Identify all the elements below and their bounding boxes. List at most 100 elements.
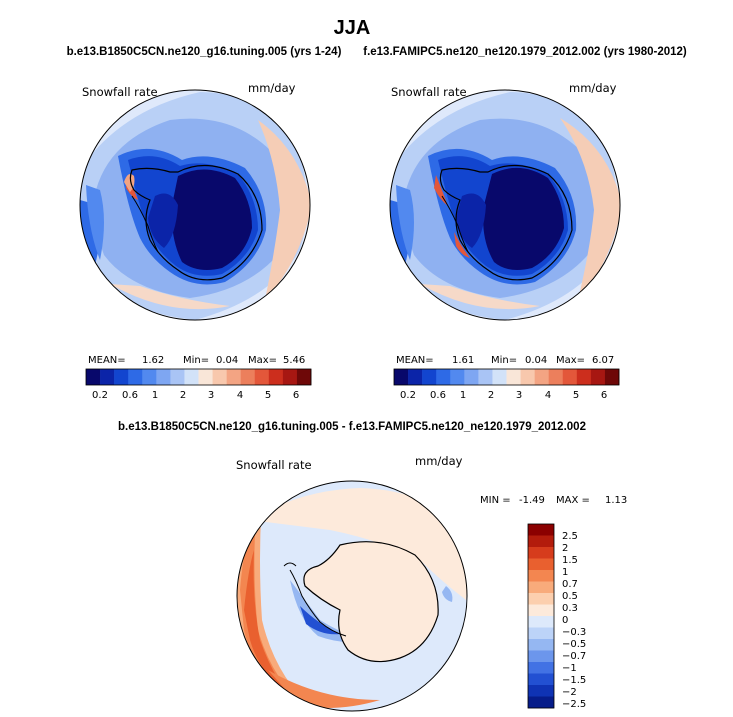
panel-test-tick: 5	[265, 390, 271, 401]
colorbar-swatch	[528, 639, 554, 651]
colorbar-swatch	[562, 369, 578, 385]
panel-difference-coastline	[303, 541, 439, 663]
colorbar-swatch	[528, 524, 554, 536]
colorbar-swatch	[604, 369, 620, 385]
panel-control-colorbar-ticks: 0.2 0.6 1 2 3 4 5 6	[400, 390, 607, 401]
panel-control: f.e13.FAMIPC5.ne120_ne120.1979_2012.002 …	[363, 46, 687, 401]
colorbar-swatch	[534, 369, 549, 385]
panel-control-mean-label: MEAN=	[396, 355, 434, 366]
panel-difference-colorbar-ticks: 2.5 2 1.5 1 0.7 0.5 0.3 0 −0.3 −0.5 −0.7…	[562, 531, 586, 710]
colorbar-swatch	[184, 369, 199, 385]
svg-text:MEAN= 1.62 Min=: MEAN= 1.62 Min= 0.04 Max= 5.46	[88, 355, 305, 366]
colorbar-swatch	[114, 369, 129, 385]
colorbar-swatch	[528, 616, 554, 628]
colorbar-swatch	[128, 369, 143, 385]
panel-difference-min-value: -1.49	[519, 495, 545, 506]
panel-control-coastline	[439, 164, 573, 281]
panel-test-tick: 0.2	[92, 390, 108, 401]
panel-test-tick: 4	[237, 390, 243, 401]
panel-difference: b.e13.B1850C5CN.ne120_g16.tuning.005 - f…	[118, 421, 627, 712]
panel-control-min-label: Min=	[491, 355, 517, 366]
panel-difference-tick: 0.7	[562, 579, 578, 590]
colorbar-swatch	[198, 369, 213, 385]
panel-difference-case-title: b.e13.B1850C5CN.ne120_g16.tuning.005 - f…	[118, 421, 586, 433]
panel-control-mean-value: 1.61	[452, 355, 474, 366]
panel-difference-max-label: MAX =	[556, 495, 590, 506]
colorbar-frame	[85, 368, 312, 386]
panel-difference-variable: Snowfall rate	[236, 458, 312, 472]
colorbar-swatch	[296, 369, 312, 385]
panel-test-tick: 6	[293, 390, 299, 401]
panel-control-tick: 2	[488, 390, 494, 401]
panel-test: b.e13.B1850C5CN.ne120_g16.tuning.005 (yr…	[67, 46, 342, 401]
panel-control-tick: 1	[460, 390, 466, 401]
panel-control-tick: 0.6	[430, 390, 446, 401]
panel-test-colorbar	[85, 368, 312, 386]
panel-control-max-label: Max=	[556, 355, 585, 366]
panel-control-min-value: 0.04	[525, 355, 547, 366]
colorbar-swatch	[528, 581, 554, 594]
panel-difference-tick: −2	[562, 687, 577, 698]
colorbar-swatch	[576, 369, 592, 385]
panel-control-case-title: f.e13.FAMIPC5.ne120_ne120.1979_2012.002 …	[363, 46, 687, 58]
svg-text:MIN = -1.49 MAX =: MIN = -1.49 MAX = 1.13	[480, 495, 627, 506]
panel-test-units: mm/day	[248, 81, 296, 95]
panel-control-map-border	[389, 89, 621, 321]
panel-test-case-title: b.e13.B1850C5CN.ne120_g16.tuning.005 (yr…	[67, 46, 342, 58]
colorbar-swatch	[254, 369, 270, 385]
panel-test-map	[80, 90, 310, 320]
colorbar-swatch	[506, 369, 521, 385]
colorbar-swatch	[548, 369, 564, 385]
colorbar-swatch	[528, 535, 554, 548]
svg-text:MEAN= 1.61 Min=: MEAN= 1.61 Min= 0.04 Max= 6.07	[396, 355, 614, 366]
colorbar-swatch	[86, 369, 101, 385]
panel-test-tick: 3	[208, 390, 214, 401]
colorbar-swatch	[142, 369, 157, 385]
panel-difference-map	[237, 481, 467, 711]
panel-difference-tick: −1.5	[562, 675, 586, 686]
panel-difference-tick: 2.5	[562, 531, 578, 542]
colorbar-swatch	[520, 369, 535, 385]
panel-control-tick: 4	[545, 390, 551, 401]
colorbar-swatch	[528, 685, 554, 697]
colorbar-swatch	[240, 369, 256, 385]
panel-difference-map-border	[236, 480, 468, 712]
colorbar-swatch	[590, 369, 606, 385]
colorbar-swatch	[528, 673, 554, 686]
panel-difference-tick: −1	[562, 663, 577, 674]
panel-test-colorbar-ticks: 0.2 0.6 1 2 3 4 5 6	[92, 390, 299, 401]
colorbar-swatch	[528, 662, 554, 674]
panel-control-units: mm/day	[569, 81, 617, 95]
colorbar-swatch	[226, 369, 241, 385]
panel-control-tick: 3	[516, 390, 522, 401]
colorbar-swatch	[156, 369, 171, 385]
colorbar-swatch	[100, 369, 115, 385]
panel-difference-tick: 0.5	[562, 591, 578, 602]
panel-control-tick: 6	[601, 390, 607, 401]
colorbar-swatch	[422, 369, 437, 385]
panel-difference-tick: −2.5	[562, 699, 586, 710]
panel-difference-units: mm/day	[415, 454, 463, 468]
panel-test-mean-label: MEAN=	[88, 355, 126, 366]
colorbar-swatch	[268, 369, 284, 385]
panel-test-max-label: Max=	[248, 355, 277, 366]
colorbar-swatch	[436, 369, 451, 385]
panel-test-tick: 2	[180, 390, 186, 401]
main-title: JJA	[334, 17, 371, 39]
colorbar-swatch	[394, 369, 409, 385]
colorbar-swatch	[464, 369, 479, 385]
panel-difference-tick: −0.7	[562, 651, 586, 662]
panel-difference-tick: 0.3	[562, 603, 578, 614]
colorbar-swatch	[478, 369, 493, 385]
colorbar-swatch	[528, 570, 554, 582]
colorbar-swatch	[528, 696, 554, 709]
panel-test-max-value: 5.46	[283, 355, 305, 366]
panel-difference-tick: 1.5	[562, 555, 578, 566]
panel-control-tick: 0.2	[400, 390, 416, 401]
colorbar-swatch	[282, 369, 298, 385]
colorbar-swatch	[408, 369, 423, 385]
colorbar-frame	[393, 368, 620, 386]
panel-difference-tick: −0.5	[562, 639, 586, 650]
panel-difference-colorbar	[527, 523, 555, 709]
panel-difference-max-value: 1.13	[605, 495, 627, 506]
